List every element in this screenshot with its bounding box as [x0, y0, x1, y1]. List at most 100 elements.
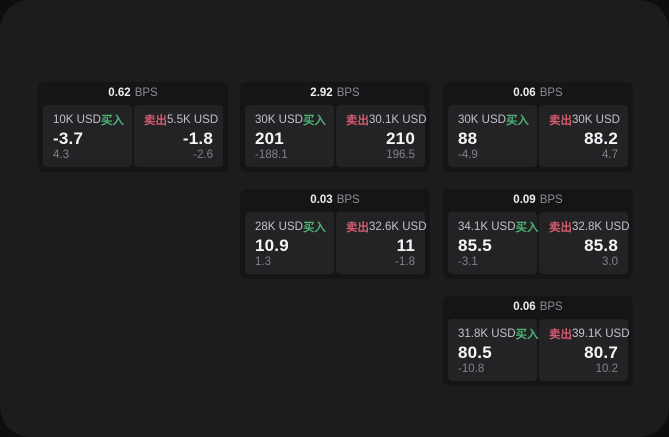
- buy-label: 买入: [515, 222, 539, 234]
- buy-price: 85.5: [458, 235, 492, 255]
- sell-panel[interactable]: 卖出 39.1K USD 80.7 10.2: [539, 319, 630, 381]
- buy-panel-top: 10K USD 买入: [53, 112, 124, 128]
- buy-label: 买入: [302, 222, 326, 234]
- quote-card: 2.92 BPS 30K USD 买入 201 -188.1 卖出 30.1K …: [240, 82, 430, 172]
- bps-value: 0.62: [108, 87, 131, 99]
- quote-card: 0.03 BPS 28K USD 买入 10.9 1.3 卖出 32.6K US…: [240, 189, 430, 279]
- sell-delta: 3.0: [602, 256, 618, 268]
- sell-panel-top: 卖出 30.1K USD: [346, 112, 427, 128]
- card-body: 34.1K USD 买入 85.5 -3.1 卖出 32.8K USD 85.8…: [443, 212, 633, 274]
- sell-amount: 30K USD: [572, 114, 620, 126]
- bps-unit: BPS: [134, 87, 158, 99]
- sell-price: 11: [396, 235, 415, 255]
- sell-panel[interactable]: 卖出 30K USD 88.2 4.7: [539, 105, 628, 167]
- buy-label: 买入: [100, 115, 124, 127]
- sell-price: 88.2: [584, 128, 618, 148]
- buy-price: -3.7: [53, 128, 84, 148]
- buy-price: 88: [458, 128, 478, 148]
- sell-label: 卖出: [549, 115, 572, 127]
- buy-price: 10.9: [255, 235, 289, 255]
- quote-card: 0.09 BPS 34.1K USD 买入 85.5 -3.1 卖出 32.8K…: [443, 189, 633, 279]
- buy-amount: 30K USD: [255, 114, 303, 126]
- bps-unit: BPS: [336, 194, 360, 206]
- sell-price: -1.8: [182, 128, 213, 148]
- buy-delta: -4.9: [458, 149, 478, 161]
- sell-price: 80.7: [584, 342, 618, 362]
- card-header: 0.03 BPS: [240, 189, 430, 212]
- sell-amount: 32.6K USD: [369, 221, 427, 233]
- bps-unit: BPS: [539, 301, 563, 313]
- card-body: 31.8K USD 买入 80.5 -10.8 卖出 39.1K USD 80.…: [443, 319, 633, 381]
- sell-label: 卖出: [346, 222, 369, 234]
- sell-label: 卖出: [549, 329, 572, 341]
- sell-panel[interactable]: 卖出 32.6K USD 11 -1.8: [336, 212, 427, 274]
- bps-value: 0.03: [310, 194, 333, 206]
- buy-amount: 34.1K USD: [458, 221, 516, 233]
- sell-panel-top: 卖出 32.6K USD: [346, 219, 427, 235]
- sell-label: 卖出: [346, 115, 369, 127]
- quote-card: 0.62 BPS 10K USD 买入 -3.7 4.3 卖出 5.5K USD…: [38, 82, 228, 172]
- buy-amount: 30K USD: [458, 114, 506, 126]
- sell-delta: 10.2: [595, 363, 618, 375]
- sell-delta: 4.7: [602, 149, 618, 161]
- buy-delta: -10.8: [458, 363, 485, 375]
- buy-panel-top: 28K USD 买入: [255, 219, 326, 235]
- card-body: 28K USD 买入 10.9 1.3 卖出 32.6K USD 11 -1.8: [240, 212, 430, 274]
- buy-panel[interactable]: 10K USD 买入 -3.7 4.3: [43, 105, 132, 167]
- buy-delta: 1.3: [255, 256, 271, 268]
- buy-price: 80.5: [458, 342, 492, 362]
- buy-delta: -3.1: [458, 256, 478, 268]
- sell-panel[interactable]: 卖出 32.8K USD 85.8 3.0: [539, 212, 630, 274]
- buy-panel[interactable]: 31.8K USD 买入 80.5 -10.8: [448, 319, 539, 381]
- bps-value: 0.06: [513, 87, 536, 99]
- buy-panel-top: 30K USD 买入: [458, 112, 529, 128]
- sell-delta: -1.8: [395, 256, 415, 268]
- bps-value: 2.92: [310, 87, 333, 99]
- buy-label: 买入: [515, 329, 539, 341]
- sell-panel-top: 卖出 5.5K USD: [144, 112, 218, 128]
- card-body: 10K USD 买入 -3.7 4.3 卖出 5.5K USD -1.8 -2.…: [38, 105, 228, 167]
- card-header: 0.62 BPS: [38, 82, 228, 105]
- quote-card: 0.06 BPS 31.8K USD 买入 80.5 -10.8 卖出 39.1…: [443, 296, 633, 386]
- sell-panel-top: 卖出 30K USD: [549, 112, 620, 128]
- buy-delta: -188.1: [255, 149, 288, 161]
- buy-panel-top: 30K USD 买入: [255, 112, 326, 128]
- sell-delta: -2.6: [193, 149, 213, 161]
- sell-amount: 32.8K USD: [572, 221, 630, 233]
- buy-label: 买入: [505, 115, 529, 127]
- sell-amount: 39.1K USD: [572, 328, 630, 340]
- buy-amount: 31.8K USD: [458, 328, 516, 340]
- buy-amount: 28K USD: [255, 221, 303, 233]
- card-body: 30K USD 买入 88 -4.9 卖出 30K USD 88.2 4.7: [443, 105, 633, 167]
- sell-delta: 196.5: [386, 149, 415, 161]
- sell-amount: 5.5K USD: [167, 114, 219, 126]
- sell-price: 85.8: [584, 235, 618, 255]
- buy-amount: 10K USD: [53, 114, 101, 126]
- sell-panel[interactable]: 卖出 5.5K USD -1.8 -2.6: [134, 105, 223, 167]
- sell-panel[interactable]: 卖出 30.1K USD 210 196.5: [336, 105, 427, 167]
- bps-value: 0.06: [513, 301, 536, 313]
- sell-amount: 30.1K USD: [369, 114, 427, 126]
- bps-value: 0.09: [513, 194, 536, 206]
- buy-label: 买入: [302, 115, 326, 127]
- buy-panel[interactable]: 30K USD 买入 201 -188.1: [245, 105, 334, 167]
- buy-panel[interactable]: 28K USD 买入 10.9 1.3: [245, 212, 334, 274]
- sell-panel-top: 卖出 32.8K USD: [549, 219, 630, 235]
- buy-price: 201: [255, 128, 284, 148]
- bps-unit: BPS: [336, 87, 360, 99]
- buy-panel[interactable]: 30K USD 买入 88 -4.9: [448, 105, 537, 167]
- buy-panel[interactable]: 34.1K USD 买入 85.5 -3.1: [448, 212, 539, 274]
- buy-panel-top: 31.8K USD 买入: [458, 326, 539, 342]
- sell-label: 卖出: [144, 115, 167, 127]
- card-header: 0.06 BPS: [443, 82, 633, 105]
- card-header: 0.09 BPS: [443, 189, 633, 212]
- sell-panel-top: 卖出 39.1K USD: [549, 326, 630, 342]
- buy-panel-top: 34.1K USD 买入: [458, 219, 539, 235]
- quote-card: 0.06 BPS 30K USD 买入 88 -4.9 卖出 30K USD 8…: [443, 82, 633, 172]
- bps-unit: BPS: [539, 194, 563, 206]
- sell-price: 210: [386, 128, 415, 148]
- sell-label: 卖出: [549, 222, 572, 234]
